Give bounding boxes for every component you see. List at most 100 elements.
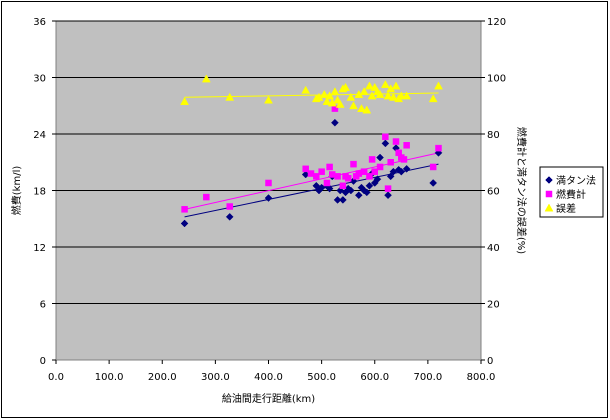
point-gosa <box>383 91 393 100</box>
point-nenpikei <box>429 163 437 171</box>
point-gosa <box>402 91 412 100</box>
point-gosa <box>349 101 358 110</box>
data-markers <box>180 74 443 228</box>
point-nenpikei <box>371 168 378 175</box>
point-gosa <box>180 96 189 105</box>
legend-label-mantan: 満タン法 <box>556 174 596 187</box>
point-mantan <box>373 175 382 184</box>
point-gosa <box>341 82 350 91</box>
x-tick-label: 700.0 <box>414 372 443 383</box>
point-gosa <box>367 91 377 100</box>
y-left-axis-ticks: 0 6 12 18 24 30 36 <box>33 17 56 367</box>
point-gosa <box>428 94 438 103</box>
point-gosa <box>330 87 340 96</box>
point-gosa <box>434 81 443 90</box>
x-axis-ticks: 0.0 100.0 200.0 300.0 400.0 500.0 600.0 700.0 80… <box>48 360 495 383</box>
point-nenpikei <box>265 179 272 187</box>
y-right-tick-label: 80 <box>487 130 500 141</box>
trendline-nenpikei <box>184 152 439 210</box>
point-gosa <box>335 99 345 108</box>
legend-label-nenpikei: 燃費計 <box>556 188 586 201</box>
x-axis-title: 給油間走行距離(km) <box>222 392 315 405</box>
point-mantan <box>397 167 406 176</box>
point-mantan <box>384 191 392 200</box>
legend-label-gosa: 誤差 <box>556 202 576 215</box>
point-gosa <box>365 81 374 90</box>
point-nenpikei <box>203 193 210 201</box>
point-nenpikei <box>382 133 389 141</box>
y-right-tick-label: 60 <box>487 187 500 198</box>
x-tick-label: 500.0 <box>307 372 336 383</box>
x-tick-label: 600.0 <box>360 372 389 383</box>
y-left-tick-label: 18 <box>33 187 46 198</box>
point-mantan <box>429 179 438 187</box>
point-nenpikei <box>392 138 400 145</box>
point-nenpikei <box>400 156 408 163</box>
point-mantan <box>339 196 347 204</box>
point-mantan <box>381 139 390 148</box>
y-right-tick-label: 120 <box>487 17 506 28</box>
point-gosa <box>359 87 369 96</box>
point-mantan <box>354 191 363 200</box>
point-nenpikei <box>313 173 320 180</box>
point-gosa <box>380 80 390 89</box>
point-nenpikei <box>403 142 410 149</box>
point-nenpikei <box>326 163 333 171</box>
point-gosa <box>201 74 211 83</box>
point-gosa <box>357 104 366 113</box>
point-mantan <box>180 219 189 228</box>
x-tick-label: 300.0 <box>201 372 230 383</box>
y-right-axis-ticks: 0 20 40 60 80 100 120 <box>481 17 506 367</box>
x-tick-label: 200.0 <box>148 372 177 383</box>
point-gosa <box>322 96 332 105</box>
point-nenpikei <box>376 163 384 171</box>
y-right-tick-label: 20 <box>487 300 500 311</box>
y-left-tick-label: 6 <box>40 300 46 311</box>
legend-marker-gosa <box>544 203 554 212</box>
point-nenpikei <box>344 175 352 182</box>
point-gosa <box>346 92 356 101</box>
point-mantan <box>402 164 411 173</box>
y-right-tick-label: 40 <box>487 243 500 254</box>
point-mantan <box>225 213 234 221</box>
point-nenpikei <box>181 206 188 213</box>
trendline-gosa <box>184 92 439 98</box>
y-right-axis-title: 燃費計と満タン法の誤差(%) <box>515 127 528 254</box>
point-mantan <box>325 184 334 193</box>
y-left-tick-label: 24 <box>33 130 46 141</box>
point-nenpikei <box>339 182 347 190</box>
point-gosa <box>301 85 311 94</box>
x-tick-label: 100.0 <box>95 372 124 383</box>
point-gosa <box>396 91 406 100</box>
point-gosa <box>264 95 273 104</box>
point-mantan <box>376 153 384 162</box>
point-mantan <box>346 186 355 195</box>
y-right-tick-label: 0 <box>487 356 493 367</box>
point-gosa <box>325 91 335 100</box>
point-nenpikei <box>302 165 309 173</box>
y-right-tick-label: 100 <box>487 74 506 85</box>
point-nenpikei <box>334 173 341 180</box>
point-gosa <box>362 105 372 114</box>
point-nenpikei <box>387 159 394 166</box>
y-left-tick-label: 30 <box>33 74 46 85</box>
point-nenpikei <box>366 173 373 180</box>
point-nenpikei <box>226 203 233 210</box>
point-gosa <box>319 89 329 98</box>
x-tick-label: 400.0 <box>254 372 283 383</box>
point-gosa <box>375 89 385 98</box>
point-nenpikei <box>350 160 357 168</box>
point-nenpikei <box>360 168 368 175</box>
point-mantan <box>362 188 371 197</box>
point-mantan <box>386 172 395 181</box>
point-nenpikei <box>435 144 442 152</box>
legend-marker-mantan <box>545 176 553 184</box>
point-mantan <box>365 181 374 190</box>
point-gosa <box>391 81 401 90</box>
point-mantan <box>331 118 339 127</box>
x-tick-label: 0.0 <box>48 372 64 383</box>
y-left-tick-label: 36 <box>33 17 46 28</box>
point-mantan <box>333 196 342 204</box>
